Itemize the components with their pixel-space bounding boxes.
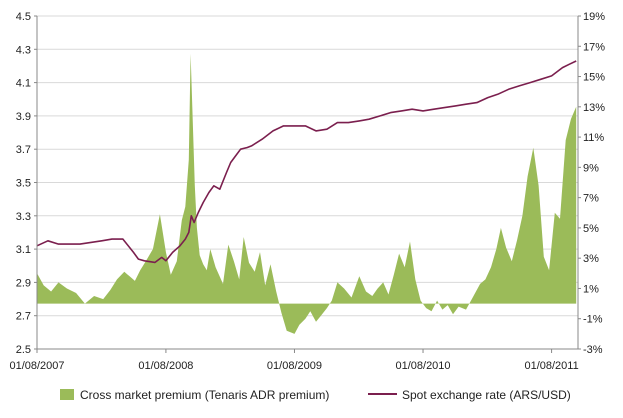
y-left-tick-label: 3.3	[16, 211, 31, 223]
y-left-tick-label: 2.9	[16, 277, 31, 289]
y-right-tick-label: 11%	[583, 132, 604, 144]
y-left-tick-label: 4.5	[16, 11, 31, 23]
spot-line-layer	[36, 60, 577, 264]
y-right-tick-label: 19%	[583, 11, 605, 23]
y-right-tick-label: 13%	[583, 102, 605, 114]
x-tick-label: 01/08/2011	[524, 360, 578, 372]
x-tick-label: 01/08/2010	[395, 360, 450, 372]
axes	[34, 15, 581, 353]
y-right-tick-label: -3%	[583, 344, 603, 356]
y-right-tick-label: 5%	[583, 223, 599, 235]
x-tick-label: 01/08/2008	[138, 360, 193, 372]
y-left-tick-label: 3.9	[16, 111, 31, 123]
y-left-tick-label: 2.5	[16, 344, 31, 356]
legend: Cross market premium (Tenaris ADR premiu…	[60, 388, 571, 402]
y-left-tick-label: 3.7	[16, 144, 31, 156]
y-right-tick-label: 3%	[583, 253, 599, 265]
y-left-tick-label: 3.5	[16, 178, 31, 190]
y-left-tick-label: 4.3	[16, 44, 31, 56]
y-right-tick-label: 7%	[583, 193, 599, 205]
x-tick-label: 01/08/2009	[267, 360, 322, 372]
x-tick-label: 01/08/2007	[9, 360, 64, 372]
y-right-tick-label: 15%	[583, 72, 605, 84]
legend-swatch-premium	[60, 389, 74, 400]
legend-label-spot: Spot exchange rate (ARS/USD)	[402, 388, 571, 402]
y-right-tick-label: 17%	[583, 41, 605, 53]
y-left-tick-label: 3.1	[16, 244, 31, 256]
legend-label-premium: Cross market premium (Tenaris ADR premiu…	[80, 388, 329, 402]
series-spot-line	[36, 60, 577, 264]
y-right-tick-label: -1%	[583, 314, 603, 326]
y-left-tick-label: 2.7	[16, 311, 31, 323]
y-right-tick-label: 9%	[583, 162, 599, 174]
tick-labels: 2.5 2.7 2.9 3.1 3.3 3.5 3.7 3.9 4.1 4.3 4.5 -3% -1% 1…	[9, 11, 605, 372]
y-left-tick-label: 4.1	[16, 78, 31, 90]
y-right-tick-label: 1%	[583, 283, 599, 295]
